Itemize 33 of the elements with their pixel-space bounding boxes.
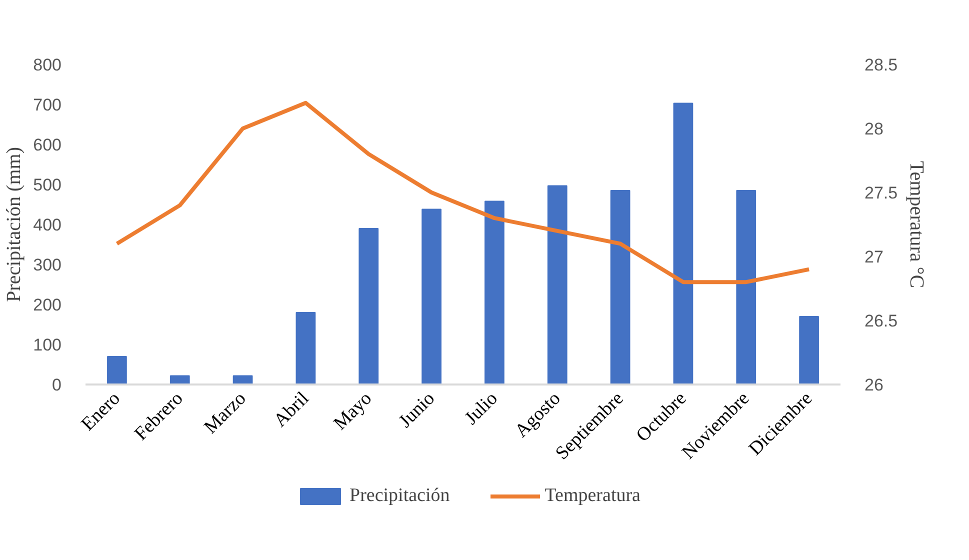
- bar: [547, 185, 568, 384]
- legend-label: Temperatura: [544, 485, 640, 507]
- y-tick-label: 800: [33, 56, 62, 74]
- x-tick-label: Julio: [460, 388, 502, 430]
- y-tick-label: 400: [33, 216, 62, 234]
- line-series: [114, 100, 812, 284]
- y-tick-label: 200: [33, 296, 62, 314]
- y-tick-label: 0: [52, 376, 62, 394]
- y-tick-label: 300: [33, 256, 62, 274]
- bar: [799, 316, 819, 384]
- y-axis-title: Precipitación (mm): [3, 147, 26, 302]
- bar: [107, 356, 127, 384]
- y-tick-label: 100: [33, 336, 62, 354]
- bar: [232, 375, 253, 384]
- y2-axis-title: Temperatura °C: [906, 160, 928, 288]
- y-tick-label: 600: [33, 136, 62, 154]
- bar: [296, 312, 316, 384]
- bar: [736, 190, 756, 384]
- bar: [673, 102, 694, 384]
- y-tick-label: 700: [33, 96, 62, 114]
- bar: [358, 228, 379, 384]
- y2-tick-label: 27: [864, 248, 884, 266]
- bar: [484, 200, 504, 384]
- y2-tick-label: 28: [864, 120, 884, 138]
- bar: [170, 375, 190, 384]
- y2-tick-label: 26.5: [864, 312, 898, 330]
- bar: [610, 190, 630, 384]
- y2-tick-label: 28.5: [864, 56, 898, 74]
- y-tick-label: 500: [33, 176, 62, 194]
- y2-tick-label: 26: [864, 376, 884, 394]
- legend-label: Precipitación: [350, 485, 450, 507]
- y2-tick-label: 27.5: [864, 184, 898, 202]
- bar: [422, 208, 442, 384]
